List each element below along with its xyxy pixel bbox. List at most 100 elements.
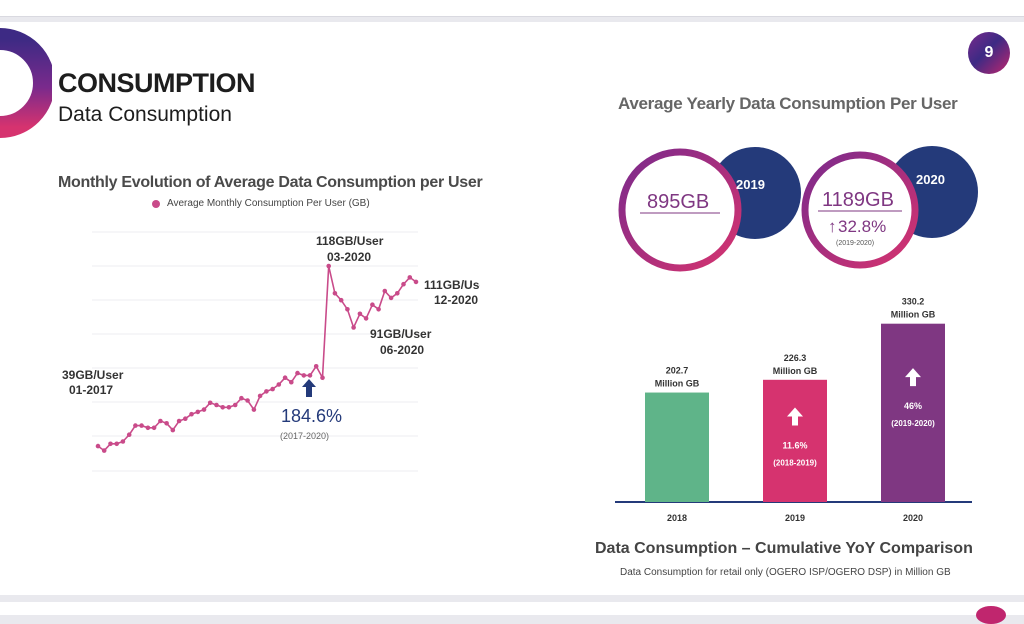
data-point [145,425,151,431]
value-2019: 895GB [647,191,709,213]
annotation-peak-value: 118GB/User [316,234,384,248]
growth-2020-period: (2019-2020) [836,240,874,247]
x-tick-label: 2019 [785,513,805,523]
bar-value-label: 330.2 [902,297,925,307]
data-point [382,288,388,294]
data-point [388,295,394,301]
data-point [307,373,313,378]
data-point [214,402,219,408]
bar-value-label: 226.3 [784,353,807,363]
value-2020: 1189GB [822,189,894,211]
bar-unit-label: Million GB [891,310,936,320]
data-point [101,448,107,453]
slide [0,22,1024,595]
bar-chart-title: Data Consumption – Cumulative YoY Compar… [595,540,973,557]
bar-growth-period: (2018-2019) [773,458,817,467]
line-chart-title: Monthly Evolution of Average Data Consum… [58,174,483,191]
previous-slide-edge [0,0,1024,17]
data-point [251,407,257,412]
data-point [326,263,332,269]
annotation-peak-date: 03-2020 [327,250,371,264]
data-point [301,373,307,378]
data-point [207,400,213,406]
data-point [164,421,169,426]
data-point [401,281,406,287]
bar-2019 [763,379,827,502]
data-point [226,405,232,410]
data-point [170,427,176,433]
data-point [120,439,126,444]
annotation-start-value: 39GB/User [62,368,124,382]
data-point [363,316,369,321]
data-point [345,307,350,312]
year-2019-label: 2019 [736,177,765,192]
data-point [108,441,113,447]
bar-growth-period: (2019-2020) [891,419,935,428]
data-point [295,370,300,376]
bar-2020 [881,323,945,502]
legend-label: Average Monthly Consumption Per User (GB… [167,198,370,209]
bar-2018 [645,392,709,502]
data-point [158,418,163,424]
growth-2020-value: 32.8% [838,217,886,236]
yearly-circles: 2019 895GB 2020 1189GB ↑ 32.8% (2019-202… [618,146,978,272]
data-point [351,325,356,330]
data-point [264,389,269,394]
growth-2020-arrow-icon: ↑ [828,217,837,236]
up-arrow-icon [905,368,921,387]
legend-marker-icon [152,199,160,208]
data-point [257,393,263,399]
bar-growth-value: 11.6% [782,440,807,450]
data-point [407,275,413,280]
data-point [195,409,201,415]
data-point [289,379,294,385]
annotation-start-date: 01-2017 [69,383,113,397]
bar-chart-note: Data Consumption for retail only (OGERO … [620,567,951,578]
data-point [95,443,101,449]
data-point [376,307,381,312]
data-point [320,375,325,380]
data-point [245,398,250,403]
data-point [395,291,400,296]
line-chart: 39GB/User 01-2017 118GB/User 03-2020 111… [62,231,480,472]
page-number-badge: 9 [968,32,1010,74]
annotation-dip-date: 06-2020 [380,343,424,357]
ring-2019 [618,148,742,272]
up-arrow-icon [787,407,803,426]
data-point [126,432,132,437]
page-title: CONSUMPTION [58,68,256,98]
data-point [413,279,419,285]
bar-unit-label: Million GB [655,379,700,389]
data-point [276,382,282,387]
data-point [201,407,207,412]
up-arrow-icon [302,379,316,397]
annotation-end-value: 111GB/User [424,278,480,292]
data-point [232,402,238,408]
next-slide-badge [976,606,1006,624]
bar-unit-label: Million GB [773,366,818,376]
logo-arc-icon [0,28,52,138]
data-point [313,364,319,369]
annotation-end-date: 12-2020 [434,293,478,307]
data-point [183,416,188,421]
data-point [357,311,363,317]
line-chart-legend: Average Monthly Consumption Per User (GB… [152,198,370,209]
data-point [220,405,225,410]
data-point [282,375,288,380]
page-subtitle: Data Consumption [58,103,232,126]
data-point [270,386,275,392]
line-series [97,265,417,452]
next-slide-edge [0,602,1024,615]
data-point [189,411,194,417]
data-point [133,423,138,428]
data-point [239,395,244,401]
bar-chart: 202.7 Million GB 2018 226.3 Million GB 2019 11… [615,297,972,523]
data-point [338,297,344,303]
year-2020-label: 2020 [916,172,945,187]
data-point [139,423,144,428]
ring-2020 [801,151,919,269]
bar-growth-value: 46% [904,401,922,411]
yearly-title: Average Yearly Data Consumption Per User [618,94,958,113]
annotation-dip-value: 91GB/User [370,327,432,341]
data-point [370,302,375,307]
